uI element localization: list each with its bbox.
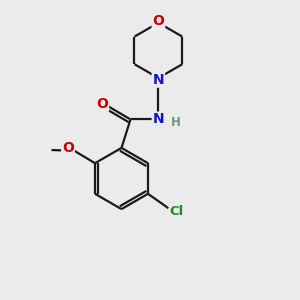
Text: N: N bbox=[153, 112, 164, 126]
Text: H: H bbox=[171, 116, 180, 130]
Text: Cl: Cl bbox=[170, 205, 184, 218]
Text: O: O bbox=[96, 97, 108, 111]
Text: N: N bbox=[153, 73, 164, 87]
Text: O: O bbox=[152, 14, 164, 28]
Text: O: O bbox=[62, 141, 74, 155]
